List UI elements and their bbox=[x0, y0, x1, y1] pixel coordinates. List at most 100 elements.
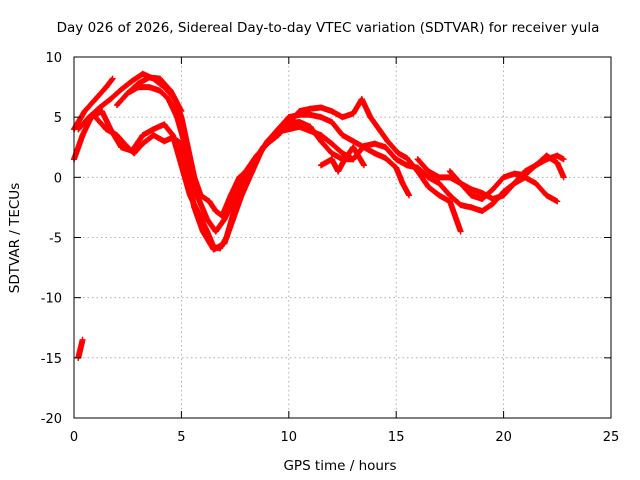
data-point bbox=[318, 132, 325, 139]
series-trace-2 bbox=[71, 108, 561, 252]
data-point bbox=[479, 208, 486, 215]
data-point bbox=[457, 202, 464, 209]
data-point bbox=[543, 192, 550, 199]
data-point bbox=[468, 192, 475, 199]
data-point bbox=[79, 132, 86, 139]
data-point bbox=[328, 140, 335, 147]
data-point bbox=[318, 104, 325, 111]
data-point bbox=[113, 132, 120, 139]
data-point bbox=[238, 192, 245, 199]
data-point bbox=[135, 80, 142, 87]
y-tick-label: 5 bbox=[54, 111, 62, 126]
data-point bbox=[81, 108, 88, 115]
data-point bbox=[446, 192, 453, 199]
data-point bbox=[113, 102, 120, 109]
data-point bbox=[350, 110, 357, 117]
data-point bbox=[79, 336, 86, 343]
data-point bbox=[395, 150, 402, 157]
data-point bbox=[124, 90, 131, 97]
data-point bbox=[161, 138, 168, 145]
data-point bbox=[382, 144, 389, 151]
y-tick-label: -10 bbox=[41, 292, 62, 307]
data-point bbox=[371, 140, 378, 147]
data-point bbox=[543, 152, 550, 159]
data-point bbox=[296, 123, 303, 130]
y-tick-label: -5 bbox=[49, 232, 62, 247]
y-tick-label: 0 bbox=[54, 171, 62, 186]
x-tick-label: 20 bbox=[495, 430, 512, 445]
series-trace-7 bbox=[318, 144, 367, 175]
chart-title: Day 026 of 2026, Sidereal Day-to-day VTE… bbox=[57, 20, 600, 36]
data-point bbox=[446, 198, 453, 205]
data-point bbox=[307, 111, 314, 118]
x-tick-label: 10 bbox=[281, 430, 298, 445]
data-point bbox=[457, 180, 464, 187]
data-point bbox=[165, 96, 172, 103]
data-point bbox=[156, 75, 163, 82]
data-point bbox=[479, 195, 486, 202]
series-trace-4 bbox=[113, 84, 464, 235]
data-point bbox=[96, 104, 103, 111]
data-point bbox=[212, 208, 219, 215]
data-point bbox=[150, 132, 157, 139]
data-point bbox=[436, 192, 443, 199]
data-point bbox=[554, 198, 561, 205]
data-point bbox=[403, 155, 410, 162]
data-point bbox=[146, 74, 153, 81]
data-point bbox=[178, 108, 185, 115]
data-point bbox=[350, 144, 357, 151]
data-point bbox=[457, 228, 464, 235]
data-point bbox=[131, 150, 138, 157]
data-point bbox=[425, 174, 432, 181]
data-point bbox=[275, 128, 282, 135]
data-point bbox=[425, 168, 432, 175]
data-point bbox=[511, 180, 518, 187]
data-point bbox=[532, 180, 539, 187]
data-point bbox=[328, 118, 335, 125]
data-point bbox=[146, 84, 153, 91]
data-point bbox=[403, 162, 410, 169]
data-point bbox=[210, 246, 217, 253]
data-point bbox=[98, 108, 105, 115]
series-trace-5 bbox=[92, 114, 357, 253]
y-tick-label: -15 bbox=[41, 352, 62, 367]
data-point bbox=[350, 156, 357, 163]
data-point bbox=[227, 192, 234, 199]
data-point bbox=[511, 170, 518, 177]
data-point bbox=[436, 174, 443, 181]
data-point bbox=[229, 198, 236, 205]
grid-lines bbox=[74, 57, 611, 418]
data-point bbox=[195, 195, 202, 202]
data-point bbox=[554, 159, 561, 166]
data-point bbox=[229, 216, 236, 223]
data-point bbox=[560, 156, 567, 163]
data-point bbox=[109, 75, 116, 82]
data-point bbox=[174, 114, 181, 121]
data-point bbox=[191, 204, 198, 211]
data-point bbox=[393, 164, 400, 171]
x-axis-label: GPS time / hours bbox=[283, 458, 396, 474]
data-point bbox=[221, 216, 228, 223]
data-point bbox=[318, 114, 325, 121]
data-point bbox=[103, 126, 110, 133]
data-point bbox=[156, 87, 163, 94]
data-point bbox=[367, 114, 374, 121]
data-point bbox=[285, 120, 292, 127]
data-markers bbox=[71, 70, 567, 361]
data-point bbox=[358, 96, 365, 103]
data-point bbox=[554, 152, 561, 159]
data-point bbox=[285, 114, 292, 121]
data-point bbox=[169, 134, 176, 141]
data-point bbox=[318, 162, 325, 169]
data-point bbox=[393, 156, 400, 163]
data-point bbox=[92, 96, 99, 103]
data-point bbox=[446, 174, 453, 181]
data-point bbox=[489, 186, 496, 193]
data-point bbox=[199, 228, 206, 235]
data-point bbox=[399, 180, 406, 187]
data-point bbox=[139, 132, 146, 139]
data-point bbox=[425, 183, 432, 190]
axis-ticks: 0 5 10 15 20 25 -20 -15 -10 -5 0 5 10 bbox=[41, 51, 620, 445]
data-point bbox=[500, 192, 507, 199]
data-point bbox=[75, 126, 82, 133]
